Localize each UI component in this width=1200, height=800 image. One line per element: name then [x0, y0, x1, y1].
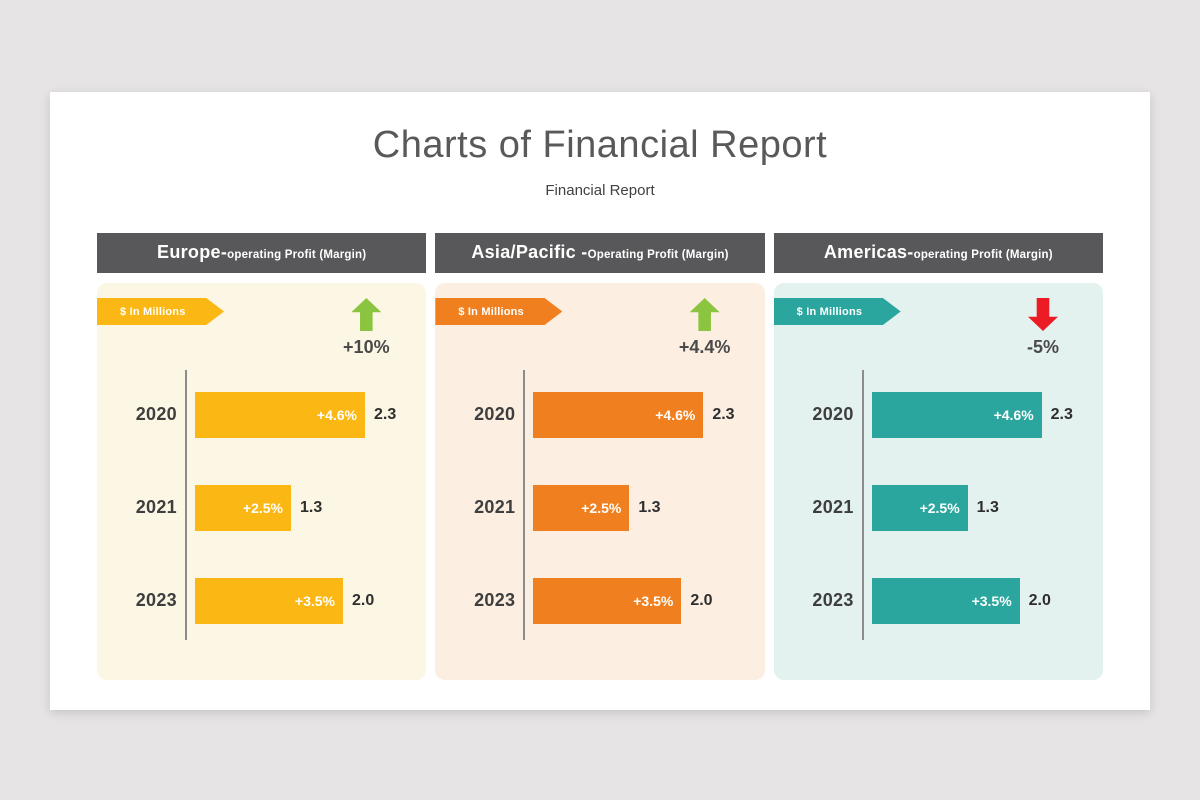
- bar-chart: 2020 +4.6% 2.3 2021 +2.5% 1.3: [774, 368, 1103, 647]
- bar: +3.5%: [195, 577, 343, 624]
- bar: +2.5%: [871, 484, 968, 531]
- trend-value: +4.4%: [678, 337, 731, 357]
- trend-up-arrow-icon: [689, 298, 720, 331]
- units-label: $ In Millions: [120, 305, 186, 318]
- bar: +3.5%: [871, 577, 1020, 624]
- bar-percent-label: +4.6%: [993, 406, 1034, 423]
- panel-asia-pacific-header: Asia/Pacific - Operating Profit (Margin): [435, 233, 765, 273]
- panel-title-suffix: operating Profit (Margin): [227, 249, 367, 261]
- bar-percent-label: +4.6%: [316, 406, 357, 423]
- bar: +4.6%: [871, 391, 1042, 438]
- year-label: 2020: [812, 404, 854, 424]
- bar-percent-label: +2.5%: [242, 499, 283, 516]
- trend-value: -5%: [1026, 337, 1059, 357]
- bar-row: 2021 +2.5% 1.3: [435, 461, 764, 554]
- page-title: Charts of Financial Report: [372, 124, 828, 166]
- panel-europe-header: Europe- operating Profit (Margin): [97, 233, 427, 273]
- bar-percent-label: +2.5%: [581, 499, 622, 516]
- panel-americas-body: $ In Millions -5% 2020 +4.6% 2.3: [773, 283, 1103, 680]
- bar-percent-label: +3.5%: [971, 592, 1012, 609]
- panel-americas: Americas- operating Profit (Margin) $ In…: [773, 233, 1103, 680]
- axis-line: [861, 370, 864, 640]
- units-label: $ In Millions: [458, 305, 524, 318]
- bar-value-label: 2.3: [1050, 405, 1073, 423]
- panel-title-suffix: operating Profit (Margin): [913, 249, 1053, 261]
- year-label: 2020: [474, 404, 516, 424]
- trend-indicator: +10%: [332, 298, 400, 358]
- panel-asia-pacific-body: $ In Millions +4.4% 2020 +4.6% 2.3: [435, 283, 765, 680]
- bar-value-label: 1.3: [300, 498, 323, 516]
- year-label: 2020: [135, 404, 177, 424]
- panels-row: Europe- operating Profit (Margin) $ In M…: [97, 233, 1103, 680]
- trend-value: +10%: [343, 337, 390, 357]
- units-label: $ In Millions: [796, 305, 863, 318]
- panel-title: Asia/Pacific -: [471, 242, 588, 262]
- year-label: 2023: [474, 590, 516, 610]
- trend-up-arrow-icon: [351, 298, 382, 331]
- bar-percent-label: +2.5%: [919, 499, 960, 516]
- panel-title: Europe-: [157, 242, 228, 262]
- bar-row: 2021 +2.5% 1.3: [774, 461, 1103, 554]
- trend-down-arrow-icon: [1027, 298, 1058, 331]
- axis-line: [185, 370, 187, 640]
- bar-value-label: 2.3: [712, 405, 735, 423]
- bar-row: 2020 +4.6% 2.3: [435, 368, 764, 461]
- bar: +3.5%: [533, 577, 682, 624]
- bar: +2.5%: [195, 484, 291, 531]
- bar-value-label: 2.0: [690, 591, 713, 609]
- year-label: 2021: [474, 497, 516, 517]
- bar-row: 2020 +4.6% 2.3: [774, 368, 1103, 461]
- year-label: 2021: [135, 497, 177, 517]
- bar-percent-label: +4.6%: [655, 406, 696, 423]
- units-ribbon: $ In Millions: [435, 298, 563, 325]
- trend-indicator: -5%: [1009, 298, 1077, 358]
- bar-value-label: 1.3: [976, 498, 999, 516]
- bar-percent-label: +3.5%: [294, 592, 335, 609]
- units-ribbon: $ In Millions: [97, 298, 224, 325]
- year-label: 2023: [812, 590, 854, 610]
- bar-row: 2023 +3.5% 2.0: [97, 554, 426, 647]
- bar-percent-label: +3.5%: [633, 592, 674, 609]
- bar-row: 2021 +2.5% 1.3: [97, 461, 426, 554]
- bar: +2.5%: [533, 484, 630, 531]
- bar-value-label: 1.3: [638, 498, 661, 516]
- panel-title-suffix: Operating Profit (Margin): [587, 249, 729, 261]
- bar-value-label: 2.0: [1028, 591, 1051, 609]
- bar-chart: 2020 +4.6% 2.3 2021 +2.5% 1.3: [435, 368, 764, 647]
- year-label: 2021: [812, 497, 854, 517]
- panel-asia-pacific: Asia/Pacific - Operating Profit (Margin)…: [435, 233, 765, 680]
- bar-row: 2023 +3.5% 2.0: [435, 554, 764, 647]
- trend-indicator: +4.4%: [671, 298, 739, 358]
- year-label: 2023: [135, 590, 177, 610]
- panel-title: Americas-: [823, 242, 914, 262]
- bar: +4.6%: [533, 391, 704, 438]
- slide-card: Charts of Financial Report Financial Rep…: [50, 92, 1150, 710]
- units-ribbon: $ In Millions: [773, 298, 901, 325]
- bar-row: 2020 +4.6% 2.3: [97, 368, 426, 461]
- bar-row: 2023 +3.5% 2.0: [774, 554, 1103, 647]
- panel-americas-header: Americas- operating Profit (Margin): [773, 233, 1103, 273]
- page-subtitle: Financial Report: [545, 182, 655, 199]
- bar-chart: 2020 +4.6% 2.3 2021 +2.5% 1.3: [97, 368, 426, 647]
- panel-europe-body: $ In Millions +10% 2020 +4.6% 2.3: [97, 283, 427, 680]
- bar-value-label: 2.0: [352, 591, 375, 609]
- axis-line: [523, 370, 526, 640]
- bar-value-label: 2.3: [374, 405, 397, 423]
- bar: +4.6%: [195, 391, 365, 438]
- panel-europe: Europe- operating Profit (Margin) $ In M…: [97, 233, 427, 680]
